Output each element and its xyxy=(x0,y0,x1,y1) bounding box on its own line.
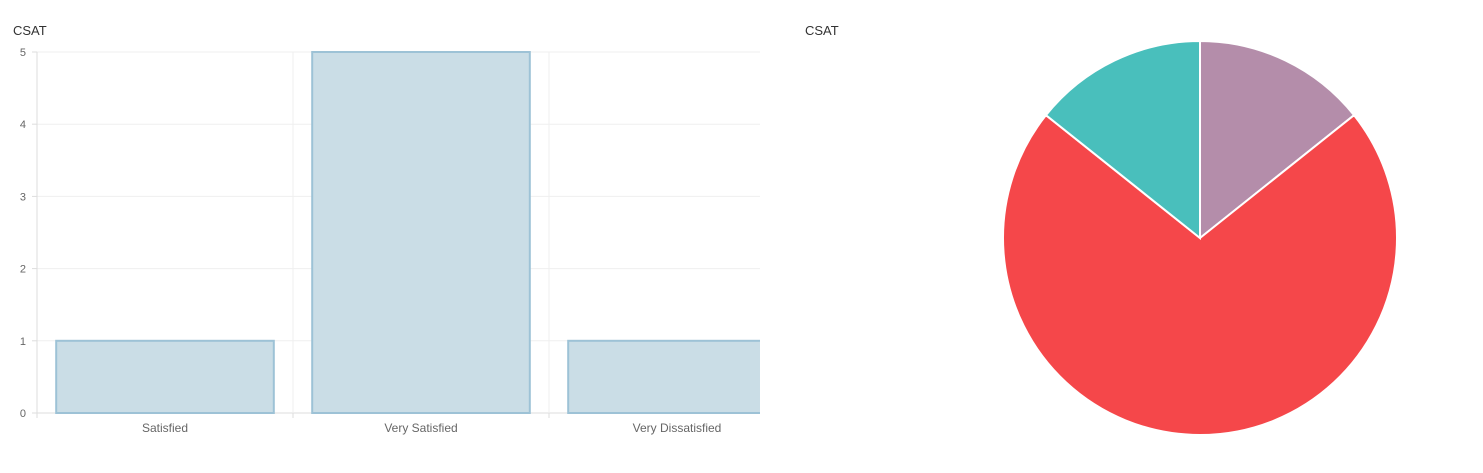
y-tick-label: 3 xyxy=(20,191,26,203)
pie-slice-very-satisfied[interactable] xyxy=(1002,113,1398,436)
pie-chart-title: CSAT xyxy=(805,23,839,38)
x-tick-label: Very Dissatisfied xyxy=(633,421,722,435)
bar-very-satisfied[interactable] xyxy=(311,51,531,414)
pie-chart-svg xyxy=(1002,39,1398,436)
pie-slice-satisfied[interactable] xyxy=(1199,39,1356,241)
bar-satisfied[interactable] xyxy=(55,339,275,414)
y-tick-label: 1 xyxy=(20,336,26,348)
bar-very-dissatisfied[interactable] xyxy=(567,339,787,414)
bar-chart-svg: 0 1 2 3 4 5 Satisfied Very Satisfied Very Dissat… xyxy=(20,47,806,435)
x-tick-label: Satisfied xyxy=(142,421,188,435)
y-tick-label: 0 xyxy=(20,408,26,420)
y-tick-label: 4 xyxy=(20,119,26,131)
bar-chart-title: CSAT xyxy=(13,23,47,38)
y-tick-label: 2 xyxy=(20,264,26,276)
pie-chart-panel: CSAT xyxy=(760,0,1483,468)
x-tick-label: Very Satisfied xyxy=(384,421,457,435)
pie-slice-very-dissatisfied[interactable] xyxy=(1044,39,1201,241)
bar-chart-panel: CSAT 0 1 2 3 4 5 Satisfied Very Satisfied Very D… xyxy=(13,23,806,435)
y-tick-label: 5 xyxy=(20,47,26,59)
